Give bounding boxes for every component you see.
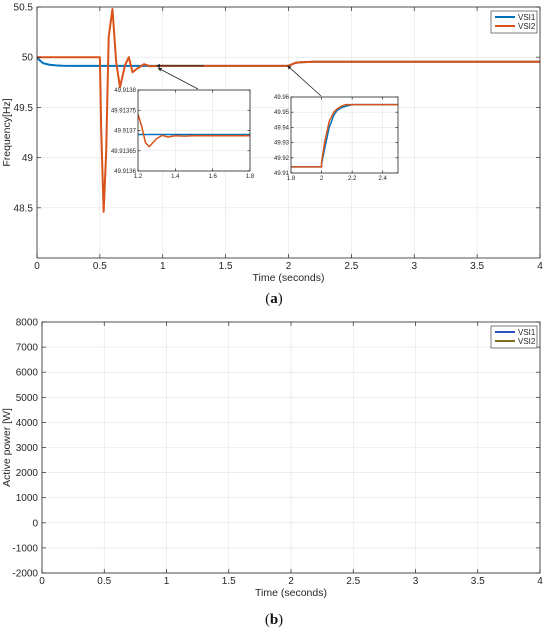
x-tick-label: 2.5 — [344, 261, 358, 272]
x-tick-label: 4 — [537, 261, 543, 272]
inset-1-x-tick-label: 1.6 — [208, 174, 217, 180]
y-tick-label: 8000 — [16, 318, 39, 329]
y-tick-label: 6000 — [16, 368, 39, 379]
y-tick-label: 3000 — [16, 443, 39, 454]
y-tick-label: 7000 — [16, 343, 39, 354]
x-tick-label: 4 — [537, 576, 543, 587]
x-tick-label: 3 — [413, 576, 419, 587]
caption-open: ( — [265, 612, 270, 628]
caption-close: ) — [278, 612, 283, 628]
chart-active-power: 0 0.5 1 1.5 2 2.5 3 3.5 4 -2000 -1000 0 1000 2000 3000… — [1, 318, 543, 629]
x-tick-label: 3.5 — [470, 261, 484, 272]
x-tick-label: 3 — [411, 261, 417, 272]
inset-1-x-tick-label: 1.4 — [171, 174, 180, 180]
caption-open: ( — [265, 291, 270, 307]
inset-2-x-tick-label: 2.2 — [348, 176, 357, 182]
y-tick-label: 1000 — [16, 493, 39, 504]
zoom-arrow-1 — [157, 67, 199, 90]
x-tick-label: 1.5 — [222, 576, 236, 587]
inset-2: 1.8 2 2.2 2.4 49.91 49.92 49.93 49.94 49.95 49.96 — [274, 95, 399, 182]
y-tick-label: -2000 — [12, 569, 38, 580]
inset-2-x-tick-label: 2 — [320, 176, 324, 182]
x-tick-label: 1 — [160, 261, 166, 272]
y-tick-label: 5000 — [16, 393, 39, 404]
y-tick-label: 4000 — [16, 418, 39, 429]
x-tick-label: 0 — [34, 261, 40, 272]
x-axis-label: Time (seconds) — [255, 587, 327, 599]
inset-2-y-tick-label: 49.91 — [274, 171, 290, 177]
x-tick-label: 1 — [164, 576, 170, 587]
inset-1-y-tick-label: 49.9136 — [114, 169, 136, 175]
zoom-arrow-2 — [287, 65, 322, 97]
y-tick-label: 48.5 — [14, 203, 34, 214]
inset-2-y-tick-label: 49.92 — [274, 156, 290, 162]
inset-2-series-line-vsi2 — [291, 103, 398, 168]
y-tick-label: 49 — [22, 153, 34, 164]
inset-2-x-tick-label: 1.8 — [287, 176, 296, 182]
inset-2-y-tick-label: 49.96 — [274, 95, 290, 101]
x-tick-label: 3.5 — [471, 576, 485, 587]
chart-frequency: 0 0.5 1 1.5 2 2.5 3 3.5 4 48.5 49 49.5 50 50.5 VSI1VSI… — [1, 3, 543, 308]
y-tick-label: 49.5 — [14, 103, 34, 114]
inset-1-x-tick-label: 1.2 — [134, 174, 143, 180]
inset-1-y-tick-label: 49.9137 — [114, 129, 136, 135]
x-tick-label: 1.5 — [219, 261, 233, 272]
x-tick-label: 2.5 — [346, 576, 360, 587]
y-axis-label: Active power [W] — [1, 408, 13, 487]
x-tick-label: 2 — [288, 576, 294, 587]
y-tick-label: 2000 — [16, 468, 39, 479]
y-tick-label: -1000 — [12, 543, 38, 554]
inset-1-y-tick-label: 49.91375 — [111, 108, 137, 114]
y-tick-label: 50 — [22, 53, 34, 64]
inset-2-axes-frame — [290, 96, 399, 174]
inset-2-y-tick-label: 49.95 — [274, 110, 290, 116]
y-tick-label: 50.5 — [14, 3, 34, 14]
inset-2-y-tick-label: 49.94 — [274, 125, 290, 131]
series-line-vsi2 — [37, 8, 540, 213]
caption: (b) — [265, 612, 283, 628]
y-tick-label: 0 — [32, 518, 38, 529]
inset-2-y-tick-label: 49.93 — [274, 141, 290, 147]
caption: (a) — [265, 291, 283, 307]
caption-close: ) — [278, 291, 283, 307]
legend-label: VSI2 — [518, 337, 536, 346]
inset-1-series-line-vsi2 — [138, 114, 250, 148]
x-tick-label: 0.5 — [93, 261, 107, 272]
x-axis-label: Time (seconds) — [253, 272, 325, 284]
inset-1-x-tick-label: 1.8 — [246, 174, 255, 180]
x-tick-label: 0.5 — [97, 576, 111, 587]
inset-2-plot-area — [291, 97, 398, 173]
x-tick-label: 2 — [286, 261, 292, 272]
x-tick-label: 0 — [39, 576, 45, 587]
legend-label: VSI1 — [518, 13, 536, 22]
caption-letter: a — [270, 291, 278, 307]
caption-letter: b — [270, 612, 278, 628]
inset-2-x-tick-label: 2.4 — [379, 176, 388, 182]
inset-1-y-tick-label: 49.9138 — [114, 88, 136, 94]
legend-label: VSI1 — [518, 328, 536, 337]
legend-label: VSI2 — [518, 22, 536, 31]
inset-1-y-tick-label: 49.91365 — [111, 149, 137, 155]
y-axis-label: Frequency[Hz] — [1, 98, 13, 166]
inset-1: 1.2 1.4 1.6 1.8 49.9136 49.91365 49.9137 49.913… — [111, 88, 255, 180]
